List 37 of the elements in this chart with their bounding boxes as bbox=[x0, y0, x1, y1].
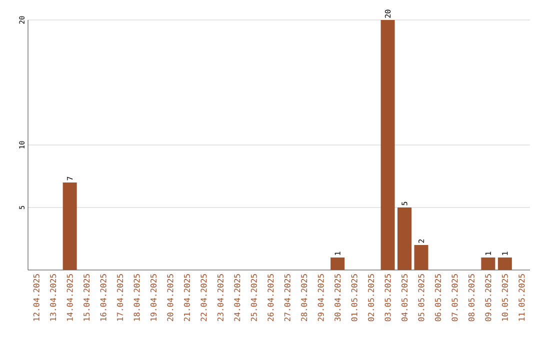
x-tick-label: 01.05.2025 bbox=[351, 274, 358, 322]
bar bbox=[62, 182, 77, 270]
x-tick-label: 10.05.2025 bbox=[502, 274, 508, 321]
x-tick-label: 13.04.2025 bbox=[50, 274, 56, 321]
x-tick-label: 30.04.2025 bbox=[334, 274, 341, 322]
x-tick-label: 20.04.2025 bbox=[167, 274, 174, 322]
x-tick-label: 05.05.2025 bbox=[418, 274, 424, 322]
x-tick-label: 17.04.2025 bbox=[117, 274, 124, 321]
x-tick-label: 04.05.2025 bbox=[401, 274, 408, 322]
x-tick-label: 16.04.2025 bbox=[100, 274, 106, 321]
x-tick-label: 03.05.2025 bbox=[384, 274, 391, 322]
x-tick-label: 19.04.2025 bbox=[150, 274, 157, 321]
x-tick-label: 26.04.2025 bbox=[268, 274, 274, 322]
x-tick-label: 07.05.2025 bbox=[452, 274, 458, 322]
x-tick-label: 11.05.2025 bbox=[518, 274, 525, 321]
bar bbox=[330, 258, 345, 270]
x-tick-label: 18.04.2025 bbox=[134, 274, 140, 321]
bar bbox=[481, 258, 496, 270]
x-tick-label: 24.04.2025 bbox=[234, 274, 240, 322]
x-tick-label: 28.04.2025 bbox=[301, 274, 308, 322]
bar bbox=[498, 258, 512, 270]
x-tick-label: 12.04.2025 bbox=[33, 274, 40, 321]
x-tick-label: 27.04.2025 bbox=[284, 274, 290, 322]
x-tick-label: 08.05.2025 bbox=[468, 274, 474, 322]
x-tick-label: 06.05.2025 bbox=[434, 274, 441, 322]
x-tick-label: 02.05.2025 bbox=[368, 274, 374, 322]
x-tick-label: 25.04.2025 bbox=[250, 274, 257, 322]
x-tick-label: 22.04.2025 bbox=[200, 274, 207, 322]
x-tick-label: 23.04.2025 bbox=[217, 274, 224, 322]
x-tick-label: 09.05.2025 bbox=[485, 274, 492, 322]
x-tick-label: 21.04.2025 bbox=[184, 274, 190, 322]
x-tick-label: 15.04.2025 bbox=[84, 274, 90, 321]
bar bbox=[380, 20, 395, 270]
x-tick-label: 14.04.2025 bbox=[66, 274, 73, 321]
bar bbox=[398, 208, 412, 270]
bar bbox=[414, 245, 428, 270]
x-tick-label: 29.04.2025 bbox=[318, 274, 324, 322]
